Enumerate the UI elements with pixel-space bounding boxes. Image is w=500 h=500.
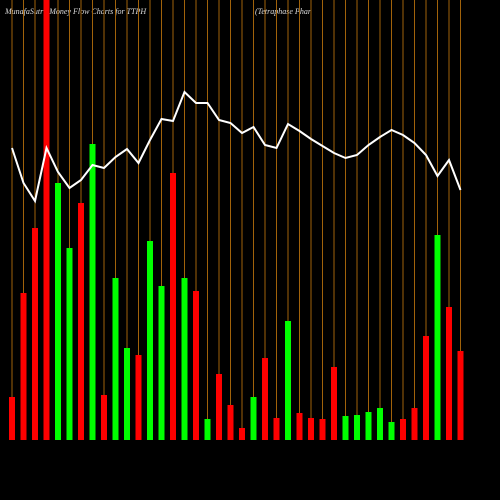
bar bbox=[78, 203, 84, 440]
bar bbox=[239, 428, 245, 440]
bar bbox=[43, 0, 50, 440]
bar bbox=[250, 397, 257, 440]
bar bbox=[55, 183, 61, 440]
bar bbox=[101, 395, 107, 440]
bar bbox=[388, 422, 395, 440]
bar bbox=[273, 418, 280, 440]
bar bbox=[89, 144, 96, 440]
bar bbox=[262, 358, 268, 440]
bar bbox=[32, 228, 38, 440]
bar bbox=[20, 293, 27, 440]
bar bbox=[285, 321, 291, 440]
bar bbox=[9, 397, 15, 440]
bar bbox=[147, 241, 153, 440]
bar bbox=[193, 291, 199, 440]
bar bbox=[354, 415, 360, 440]
bar bbox=[204, 419, 211, 440]
bar bbox=[124, 348, 130, 440]
bar bbox=[319, 419, 326, 440]
bar bbox=[170, 173, 176, 440]
bar bbox=[400, 419, 406, 440]
bar bbox=[66, 248, 73, 440]
bar bbox=[331, 367, 337, 440]
bar bbox=[227, 405, 234, 440]
bar bbox=[411, 408, 418, 440]
bar bbox=[216, 374, 222, 440]
money-flow-line bbox=[11, 90, 462, 204]
bar bbox=[112, 278, 119, 440]
bar bbox=[365, 412, 372, 440]
bar bbox=[158, 286, 165, 440]
bar bbox=[308, 418, 314, 440]
chart-title: MunafaSutra Money Flow Charts for TTPH bbox=[4, 7, 147, 16]
bar bbox=[434, 235, 441, 440]
bar bbox=[457, 351, 464, 440]
bar bbox=[423, 336, 429, 440]
bar bbox=[342, 416, 349, 440]
bar bbox=[135, 355, 142, 440]
bar bbox=[446, 307, 452, 440]
bar bbox=[377, 408, 383, 440]
bar bbox=[296, 413, 303, 440]
chart-subtitle: (Tetraphase Phar bbox=[255, 7, 312, 16]
bar bbox=[181, 278, 188, 440]
